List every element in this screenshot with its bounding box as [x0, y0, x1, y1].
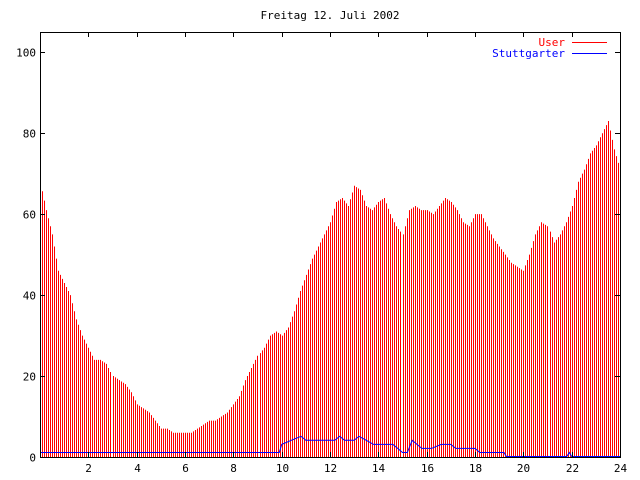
y-tick-label: 20 [23, 371, 36, 384]
y-tick-label: 80 [23, 128, 36, 141]
x-tick-label: 4 [134, 462, 141, 475]
x-tick-label: 16 [421, 462, 434, 475]
x-axis: 2 4 6 8 10 12 14 16 18 20 22 24 [85, 32, 627, 475]
x-tick-label: 22 [566, 462, 579, 475]
x-tick-label: 6 [182, 462, 189, 475]
x-tick-label: 24 [614, 462, 628, 475]
x-tick-label: 12 [324, 462, 337, 475]
x-tick-label: 20 [517, 462, 530, 475]
y-tick-label: 40 [23, 290, 36, 303]
y-tick-label: 0 [29, 452, 36, 465]
stuttgarter-line [40, 435, 620, 457]
legend-label-user: User [539, 36, 566, 49]
x-tick-label: 18 [469, 462, 482, 475]
y-tick-label: 100 [16, 47, 36, 60]
legend: User Stuttgarter [492, 36, 607, 60]
x-tick-label: 10 [276, 462, 289, 475]
chart-title: Freitag 12. Juli 2002 [260, 9, 399, 22]
legend-label-stuttgarter: Stuttgarter [492, 47, 565, 60]
y-tick-label: 60 [23, 209, 36, 222]
x-tick-label: 8 [230, 462, 237, 475]
x-tick-label: 2 [85, 462, 92, 475]
user-bars [40, 121, 621, 457]
x-tick-label: 14 [372, 462, 386, 475]
y-axis: 0 20 40 60 80 100 [16, 47, 620, 465]
